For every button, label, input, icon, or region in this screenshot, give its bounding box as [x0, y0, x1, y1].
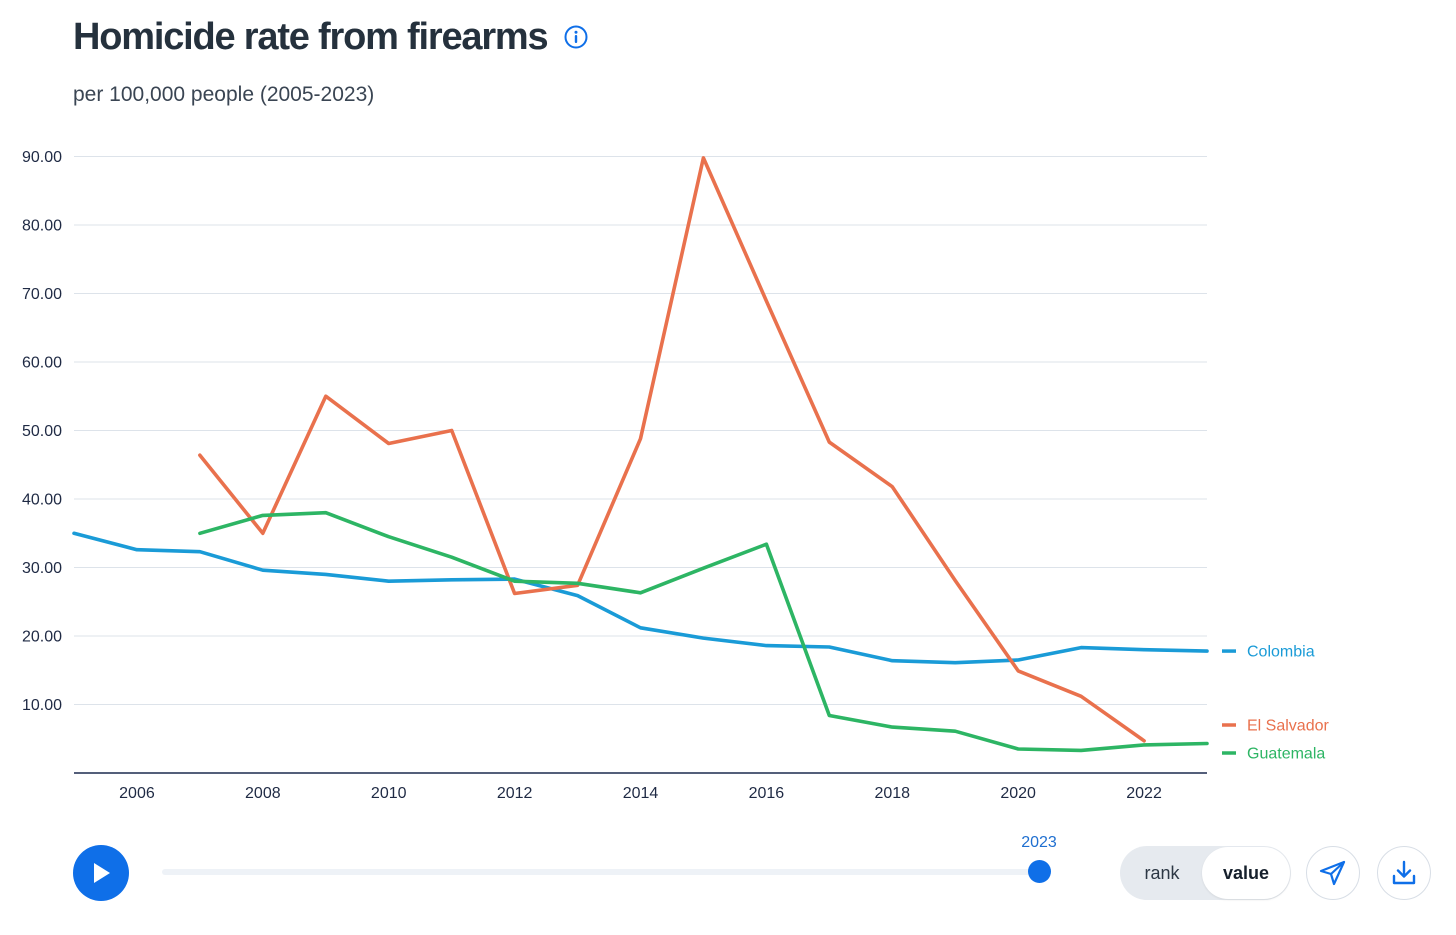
- x-tick-label: 2008: [245, 785, 281, 802]
- play-icon: [94, 863, 110, 883]
- legend-label[interactable]: Colombia: [1247, 644, 1315, 661]
- info-icon[interactable]: [563, 24, 589, 50]
- series-line-el-salvador[interactable]: [198, 156, 1146, 743]
- share-button[interactable]: [1306, 846, 1360, 900]
- play-button[interactable]: [73, 845, 129, 901]
- y-tick-label: 50.00: [22, 423, 62, 440]
- x-tick-label: 2012: [497, 785, 533, 802]
- y-tick-label: 40.00: [22, 492, 62, 509]
- series-line-colombia[interactable]: [72, 531, 1209, 665]
- playback-controls: 2023 rank value: [0, 820, 1456, 930]
- y-tick-label: 30.00: [22, 560, 62, 577]
- grid-lines: [74, 156, 1207, 705]
- series-lines: [72, 156, 1209, 753]
- series-line-guatemala[interactable]: [198, 510, 1209, 753]
- y-tick-label: 80.00: [22, 218, 62, 235]
- chart-subtitle: per 100,000 people (2005-2023): [73, 83, 375, 106]
- x-tick-label: 2018: [874, 785, 910, 802]
- year-slider-track[interactable]: [162, 869, 1040, 875]
- y-tick-label: 60.00: [22, 355, 62, 372]
- line-chart: 10.00 20.00 30.00 40.00 50.00 60.00 70.00 80.00…: [22, 149, 1330, 802]
- y-tick-label: 20.00: [22, 629, 62, 646]
- legend-label[interactable]: Guatemala: [1247, 746, 1325, 763]
- download-button[interactable]: [1377, 846, 1431, 900]
- download-icon: [1392, 860, 1416, 885]
- title-row: Homicide rate from firearms: [73, 14, 589, 60]
- legend: Colombia El Salvador Guatemala: [1222, 644, 1329, 763]
- y-tick-label: 70.00: [22, 286, 62, 303]
- x-tick-label: 2014: [623, 785, 659, 802]
- x-tick-label: 2006: [119, 785, 155, 802]
- year-slider-thumb[interactable]: [1027, 860, 1051, 883]
- y-tick-label: 90.00: [22, 149, 62, 166]
- rank-toggle-button[interactable]: rank: [1120, 846, 1204, 900]
- x-tick-label: 2010: [371, 785, 407, 802]
- slider-year-label: 2023: [1021, 834, 1057, 851]
- value-toggle-button[interactable]: value: [1202, 847, 1290, 899]
- x-tick-label: 2016: [749, 785, 785, 802]
- axes: 10.00 20.00 30.00 40.00 50.00 60.00 70.00 80.00…: [22, 149, 1207, 802]
- y-tick-label: 10.00: [22, 697, 62, 714]
- x-tick-label: 2020: [1000, 785, 1036, 802]
- chart-title: Homicide rate from firearms: [73, 16, 549, 58]
- x-tick-label: 2022: [1126, 785, 1162, 802]
- legend-label[interactable]: El Salvador: [1247, 718, 1329, 735]
- share-icon: [1319, 860, 1346, 886]
- rank-value-toggle: rank value: [1120, 846, 1291, 900]
